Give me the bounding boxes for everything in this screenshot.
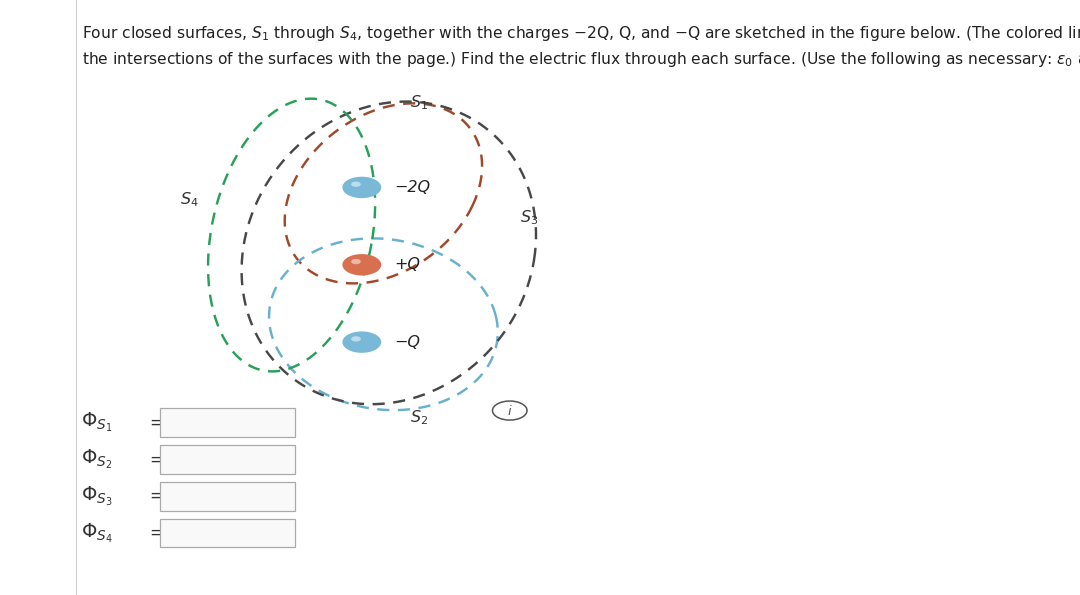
FancyBboxPatch shape: [160, 519, 295, 547]
Text: =: =: [149, 450, 163, 468]
Text: $i$: $i$: [507, 404, 513, 418]
Text: =: =: [149, 524, 163, 542]
Text: $\Phi_{S_{2}}$: $\Phi_{S_{2}}$: [81, 447, 112, 471]
Text: $\Phi_{S_{3}}$: $\Phi_{S_{3}}$: [81, 484, 112, 508]
Text: $\Phi_{S_{1}}$: $\Phi_{S_{1}}$: [81, 411, 112, 434]
FancyBboxPatch shape: [160, 482, 295, 511]
Text: −Q: −Q: [394, 334, 420, 350]
Text: =: =: [149, 487, 163, 505]
Circle shape: [342, 177, 381, 198]
FancyBboxPatch shape: [160, 408, 295, 437]
Text: $S_2$: $S_2$: [410, 408, 428, 427]
Text: =: =: [149, 414, 163, 431]
Circle shape: [342, 331, 381, 353]
Text: −2Q: −2Q: [394, 180, 430, 195]
Circle shape: [351, 181, 361, 187]
Text: $S_1$: $S_1$: [410, 93, 428, 112]
Text: Four closed surfaces, $S_1$ through $S_4$, together with the charges −2Q, Q, and: Four closed surfaces, $S_1$ through $S_4…: [82, 24, 1080, 43]
Circle shape: [351, 259, 361, 264]
Circle shape: [342, 254, 381, 275]
Circle shape: [351, 336, 361, 342]
FancyBboxPatch shape: [160, 445, 295, 474]
Text: the intersections of the surfaces with the page.) Find the electric flux through: the intersections of the surfaces with t…: [82, 50, 1080, 69]
Text: +Q: +Q: [394, 257, 420, 273]
Text: $S_4$: $S_4$: [179, 190, 199, 209]
Text: $S_3$: $S_3$: [521, 208, 538, 227]
Text: $\Phi_{S_{4}}$: $\Phi_{S_{4}}$: [81, 521, 112, 545]
